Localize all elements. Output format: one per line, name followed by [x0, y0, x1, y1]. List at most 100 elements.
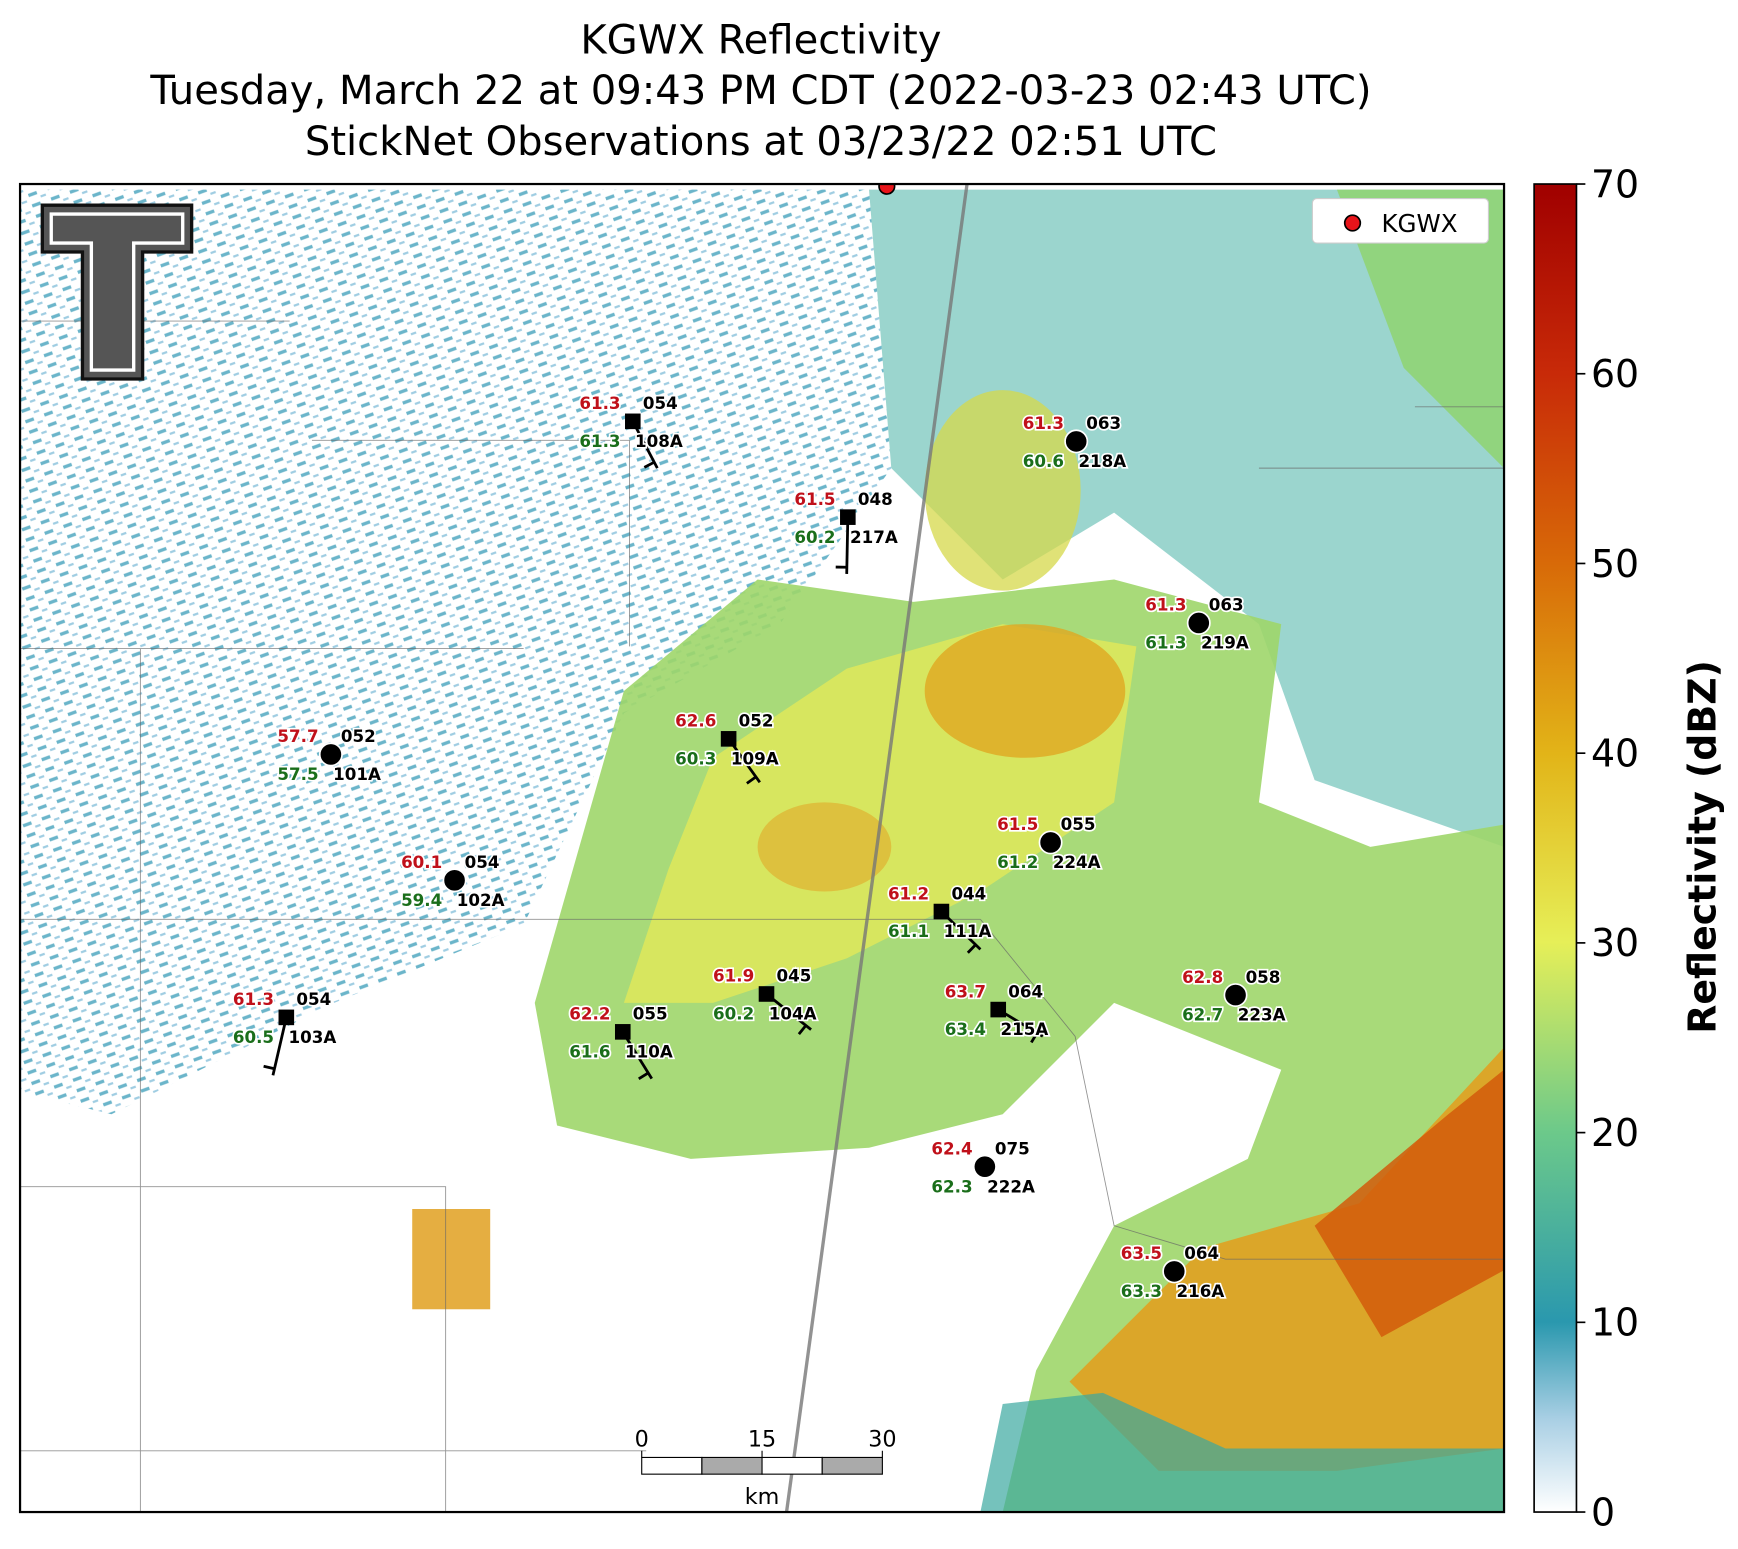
colorbar-tick-label: 10 — [1591, 1301, 1639, 1345]
scale-unit: km — [745, 1484, 780, 1510]
station-marker — [720, 731, 737, 747]
station-code: 054 — [643, 393, 678, 413]
dewpoint: 57.5 — [277, 764, 318, 784]
colorbar-tick-label: 50 — [1591, 542, 1639, 586]
station-marker — [614, 1024, 631, 1040]
station: 60.1 054 59.4 102A — [399, 850, 506, 911]
logo — [40, 203, 194, 381]
station-code: 064 — [1184, 1243, 1219, 1263]
title-line: KGWX Reflectivity — [580, 18, 941, 64]
dewpoint: 61.6 — [569, 1041, 610, 1061]
legend-marker — [1343, 214, 1362, 232]
station-marker — [278, 1009, 295, 1026]
temperature: 61.3 — [1023, 413, 1064, 433]
station-code: 063 — [1209, 595, 1244, 615]
station-marker — [933, 903, 950, 920]
station-code: 052 — [739, 711, 774, 731]
radar-echo — [412, 1209, 491, 1310]
station-id: 101A — [333, 764, 381, 784]
radar-echo — [1314, 1069, 1505, 1338]
station-id: 109A — [731, 748, 779, 768]
station-id: 222A — [987, 1176, 1035, 1196]
dewpoint: 63.4 — [945, 1019, 986, 1039]
radar-echo — [20, 189, 892, 1115]
temperature: 62.2 — [569, 1004, 610, 1024]
scale-tick-label: 0 — [635, 1426, 649, 1452]
radar-echo — [980, 1392, 1505, 1513]
wind-barb-flag — [643, 460, 655, 469]
station-code: 054 — [296, 989, 331, 1009]
station-marker — [1223, 983, 1248, 1008]
temperature: 63.7 — [945, 981, 986, 1001]
dewpoint: 60.5 — [233, 1027, 274, 1047]
station: 61.5 055 61.2 224A — [995, 813, 1102, 874]
station-id: 219A — [1201, 633, 1249, 653]
dewpoint: 59.4 — [401, 890, 442, 910]
temperature: 60.1 — [401, 852, 442, 872]
station-marker — [840, 509, 856, 525]
temperature: 61.5 — [794, 489, 835, 509]
radar-echo — [924, 624, 1126, 758]
station: 61.5 048 60.2 217A — [793, 487, 900, 574]
radar-map — [20, 184, 1505, 1513]
station: 62.8 058 62.7 223A — [1180, 965, 1287, 1026]
colorbar-tick-label: 40 — [1591, 732, 1639, 776]
colorbar-tick-label: 70 — [1591, 162, 1639, 206]
wind-barb — [845, 517, 850, 574]
station: 61.3 063 60.6 218A — [1021, 411, 1128, 472]
dewpoint: 60.3 — [675, 748, 716, 768]
station-code: 054 — [465, 852, 500, 872]
station: 61.3 054 61.3 108A — [578, 391, 685, 469]
dewpoint: 60.2 — [794, 527, 835, 547]
colorbar-tick-label: 0 — [1591, 1490, 1615, 1534]
wind-barb-flag — [966, 943, 977, 954]
temperature: 63.5 — [1121, 1243, 1162, 1263]
station-marker — [972, 1154, 997, 1179]
dewpoint: 61.1 — [888, 921, 929, 941]
radar-echo — [869, 189, 1505, 847]
station: 62.2 055 61.6 110A — [568, 1002, 675, 1081]
road — [784, 184, 969, 1513]
radar-echo — [1336, 189, 1505, 469]
wind-barb-flag — [1030, 1032, 1039, 1044]
station-code: 052 — [341, 726, 376, 746]
station-marker — [442, 868, 467, 893]
temperature: 62.4 — [931, 1138, 972, 1158]
colorbar-tick-label: 30 — [1591, 921, 1639, 965]
station: 62.4 075 62.3 222A — [930, 1137, 1037, 1198]
station-code: 044 — [951, 883, 986, 903]
wind-barb-flag — [797, 1024, 807, 1036]
temperature: 61.2 — [888, 883, 929, 903]
wind-barb-flag — [746, 775, 757, 785]
station-id: 224A — [1053, 852, 1101, 872]
station-marker — [1162, 1259, 1187, 1284]
station-id: 218A — [1078, 451, 1126, 471]
station: 61.9 045 60.2 104A — [711, 964, 818, 1036]
county-line — [20, 320, 1505, 1513]
dewpoint: 60.2 — [713, 1004, 754, 1024]
station: 63.5 064 63.3 216A — [1119, 1241, 1226, 1302]
dewpoint: 62.7 — [1182, 1005, 1223, 1025]
colorbar-tick-label: 60 — [1591, 352, 1639, 396]
legend-label: KGWX — [1381, 209, 1457, 238]
title-line: StickNet Observations at 03/23/22 02:51 … — [305, 119, 1217, 165]
scale-tick-label: 15 — [748, 1426, 776, 1452]
station-code: 063 — [1086, 413, 1121, 433]
dewpoint: 61.3 — [1145, 633, 1186, 653]
station-marker — [318, 742, 343, 767]
station-code: 064 — [1008, 981, 1043, 1001]
station-marker — [1064, 429, 1089, 454]
wind-barb — [271, 1017, 288, 1076]
station-id: 104A — [769, 1004, 817, 1024]
radar-echo — [757, 802, 892, 892]
station: 61.3 054 60.5 103A — [231, 987, 338, 1076]
station-code: 075 — [995, 1138, 1030, 1158]
scale-bar: km 0 15 30 — [635, 1426, 897, 1510]
station-id: 103A — [289, 1027, 337, 1047]
station-id: 223A — [1238, 1005, 1286, 1025]
radar-site — [878, 184, 896, 195]
radar-echo — [924, 390, 1081, 591]
wind-barb-flag — [263, 1064, 275, 1071]
